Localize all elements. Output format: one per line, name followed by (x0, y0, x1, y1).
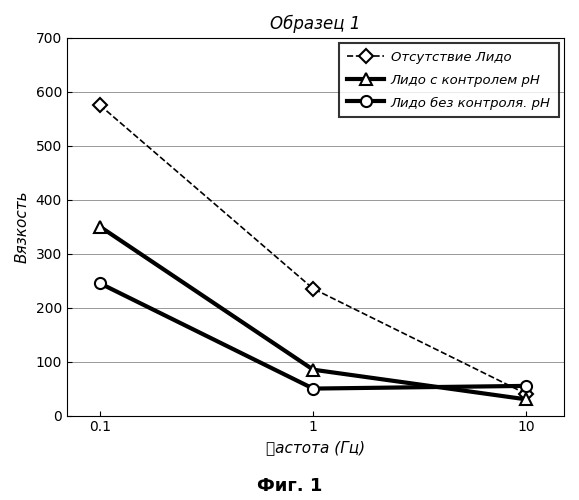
Лидо без контроля. pH (96, 280, 103, 286)
Лидо с контролем pH (96, 224, 103, 230)
Y-axis label: Вязкость: Вязкость (15, 190, 30, 263)
Отсутствие Лидо (96, 102, 103, 108)
Text: Фиг. 1: Фиг. 1 (257, 477, 322, 495)
Лидо без контроля. pH (523, 383, 530, 389)
Line: Лидо без контроля. pH: Лидо без контроля. pH (94, 278, 532, 394)
Лидо с контролем pH (523, 396, 530, 402)
Отсутствие Лидо (310, 286, 317, 292)
X-axis label: 䉺астота (Гц): 䉺астота (Гц) (266, 440, 365, 455)
Legend: Отсутствие Лидо, Лидо с контролем pH, Лидо без контроля. pH: Отсутствие Лидо, Лидо с контролем pH, Ли… (339, 43, 559, 118)
Отсутствие Лидо (523, 391, 530, 397)
Лидо с контролем pH (310, 366, 317, 372)
Line: Отсутствие Лидо: Отсутствие Лидо (95, 100, 532, 399)
Лидо без контроля. pH (310, 386, 317, 392)
Title: Образец 1: Образец 1 (270, 15, 361, 33)
Line: Лидо с контролем pH: Лидо с контролем pH (94, 221, 532, 405)
